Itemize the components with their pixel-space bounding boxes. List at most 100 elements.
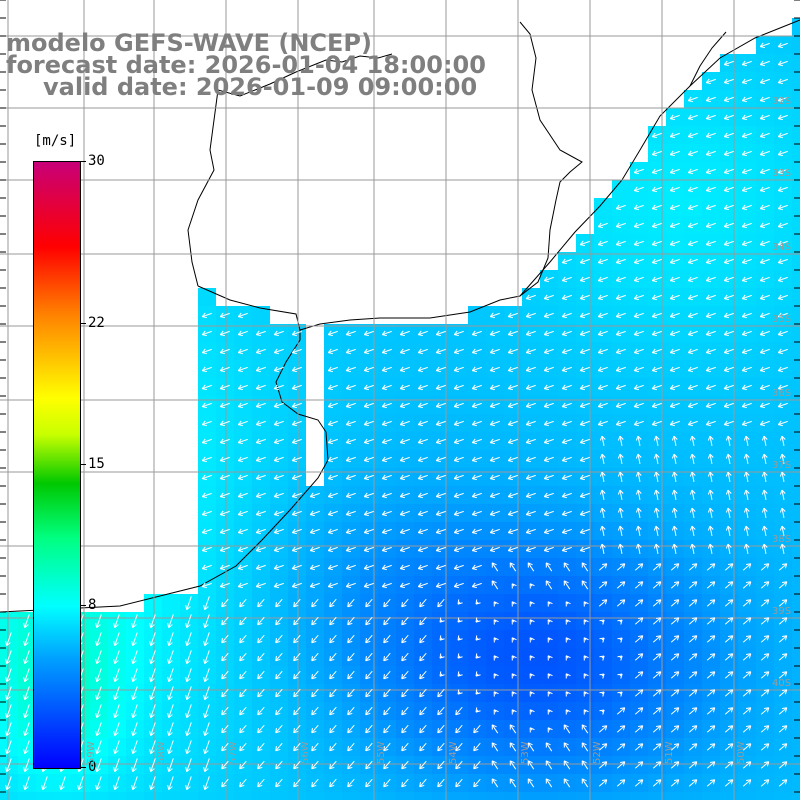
wind-arrow — [435, 438, 446, 445]
wind-arrow — [255, 366, 266, 373]
wind-arrow — [219, 330, 230, 337]
wind-arrow — [742, 653, 752, 661]
wind-arrow — [670, 635, 680, 643]
wind-arrow — [329, 688, 337, 698]
colorbar-tick-mark — [80, 464, 86, 465]
wind-arrow — [616, 599, 626, 607]
wind-arrow — [705, 420, 716, 427]
wind-arrow — [653, 453, 660, 465]
colorbar-tick-mark — [80, 322, 86, 324]
wind-arrow — [113, 686, 120, 700]
wind-arrow — [669, 114, 680, 121]
wind-arrow — [652, 671, 662, 679]
wind-arrow — [759, 312, 770, 319]
wind-speed-cell — [792, 198, 800, 216]
wind-arrow — [453, 492, 464, 499]
wind-arrow — [616, 743, 626, 751]
wind-arrow — [455, 760, 463, 770]
wind-arrow — [5, 668, 12, 682]
wind-arrow — [363, 348, 374, 355]
wind-arrow — [273, 348, 284, 355]
coastline — [0, 19, 800, 613]
wind-speed-cell — [594, 792, 612, 800]
wind-arrow — [435, 330, 446, 337]
wind-arrow — [547, 691, 553, 697]
wind-arrow — [652, 635, 662, 643]
wind-arrow — [493, 691, 499, 697]
wind-arrow — [221, 724, 229, 734]
wind-arrows — [5, 42, 788, 790]
wind-arrow — [759, 276, 770, 283]
wind-arrow — [617, 489, 624, 501]
latitude-label: 34S — [772, 242, 792, 253]
longitude-label: 53W — [520, 741, 531, 764]
wind-arrow — [687, 348, 698, 355]
wind-speed-cell — [630, 792, 648, 800]
wind-arrow — [113, 704, 120, 718]
wind-speed-cell — [792, 288, 800, 306]
wind-arrow — [401, 598, 409, 608]
wind-arrow — [543, 420, 554, 427]
wind-arrow — [543, 492, 554, 499]
wind-speed-cell — [756, 792, 774, 800]
wind-arrow — [671, 489, 678, 501]
wind-arrow — [275, 652, 283, 662]
wind-arrow — [779, 543, 786, 555]
wind-arrow — [257, 778, 265, 788]
wind-arrow — [455, 742, 463, 752]
wind-arrow — [543, 474, 554, 481]
wind-arrow — [633, 366, 644, 373]
wind-speed-cell — [792, 414, 800, 432]
wind-arrow — [688, 689, 698, 697]
wind-arrow — [670, 707, 680, 715]
wind-arrow — [149, 758, 156, 772]
wind-arrow — [453, 366, 464, 373]
wind-arrow — [365, 616, 373, 626]
wind-arrow — [579, 312, 590, 319]
wind-arrow — [671, 525, 678, 537]
wind-arrow — [275, 724, 283, 734]
wind-arrow — [581, 742, 589, 752]
wind-arrow — [493, 619, 499, 625]
wind-arrow — [273, 582, 284, 589]
wind-arrow — [688, 653, 698, 661]
wind-arrow — [471, 528, 482, 535]
wind-arrow — [545, 562, 553, 572]
wind-arrow — [237, 510, 248, 517]
wind-arrow — [759, 168, 770, 175]
wind-arrow — [688, 635, 698, 643]
wind-arrow — [778, 725, 788, 733]
wind-arrow — [779, 471, 786, 483]
wind-arrow — [581, 778, 589, 788]
wind-arrow — [363, 474, 374, 481]
wind-speed-cell — [792, 54, 800, 72]
wind-arrow — [634, 779, 644, 787]
wind-arrow — [489, 402, 500, 409]
wind-arrow — [293, 616, 301, 626]
wind-arrow — [457, 635, 463, 641]
wind-arrow — [545, 580, 553, 590]
wind-arrow — [759, 294, 770, 301]
wind-arrow — [275, 688, 283, 698]
wind-speed-cell — [792, 180, 800, 198]
wind-arrow — [201, 438, 212, 445]
wind-arrow — [383, 778, 391, 788]
wind-arrow — [525, 420, 536, 427]
wind-arrow — [723, 222, 734, 229]
wind-arrow — [597, 330, 608, 337]
wind-arrow — [547, 673, 553, 679]
wind-arrow — [345, 528, 356, 535]
wind-speed-cell — [126, 792, 144, 800]
wind-speed-cell — [0, 612, 18, 630]
wind-arrow — [185, 686, 192, 700]
wind-arrow — [742, 581, 752, 589]
wind-arrow — [491, 778, 499, 788]
wind-arrow — [239, 724, 247, 734]
wind-speed-cell — [198, 288, 216, 306]
wind-arrow — [525, 330, 536, 337]
wind-arrow — [633, 204, 644, 211]
wind-arrow — [255, 582, 266, 589]
wind-speed-cell — [792, 666, 800, 684]
wind-arrow — [23, 668, 30, 682]
wind-arrow — [635, 507, 642, 519]
